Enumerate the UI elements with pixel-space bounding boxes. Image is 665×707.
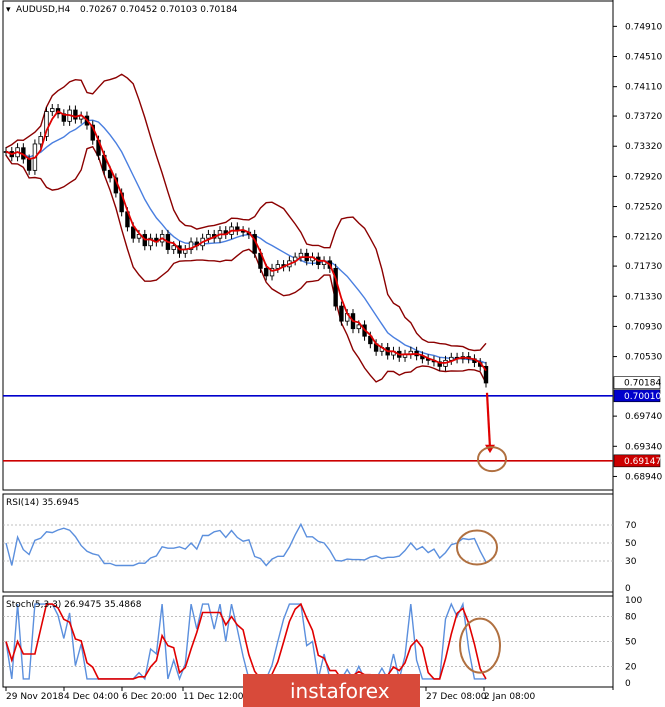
stoch-tick-label: 50: [625, 638, 637, 648]
price-tag-label: 0.69147: [624, 457, 661, 467]
candle-body: [483, 365, 489, 384]
price-tag: [613, 389, 661, 403]
price-tick-label: 0.72920: [625, 172, 662, 182]
candle-body: [269, 267, 275, 277]
rsi-tick-label: 0: [625, 584, 631, 594]
candle-body: [356, 324, 361, 330]
price-tag: [613, 376, 661, 389]
stoch-highlight-circle: [459, 617, 501, 674]
candle-body: [44, 111, 49, 137]
price-tick-label: 0.72120: [625, 233, 662, 243]
price-tick-label: 0.68940: [625, 472, 662, 482]
candle-body: [188, 241, 194, 250]
stoch-tick-label: 100: [625, 596, 642, 606]
main-panel-frame: [2, 0, 614, 491]
candle-body: [206, 234, 211, 239]
candle-body: [275, 264, 281, 269]
rsi-tick-label: 70: [625, 521, 637, 531]
price-tag-label: 0.70010: [624, 392, 661, 402]
candle-body: [73, 109, 78, 120]
ma-fast-line: [5, 110, 487, 372]
stoch-tick-label: 20: [625, 662, 637, 672]
price-tick-label: 0.69340: [625, 442, 662, 452]
rsi-tick-label: 50: [625, 539, 637, 549]
time-axis-label: 4 Dec 04:00: [64, 692, 119, 702]
stoch-k-line: [5, 601, 486, 682]
price-tag-label: 0.70184: [624, 379, 661, 389]
rsi-highlight-circle: [456, 529, 498, 566]
stoch-tick-label: 80: [625, 613, 637, 623]
price-tick-label: 0.74910: [625, 22, 662, 32]
watermark-banner: [243, 674, 420, 707]
time-axis-label: 29 Nov 2018: [6, 692, 64, 702]
price-tick-label: 0.72520: [625, 203, 662, 213]
candle-body: [50, 108, 55, 112]
price-tick-label: 0.74510: [625, 53, 662, 63]
price-tick-label: 0.69740: [625, 412, 662, 422]
candle-body: [38, 136, 43, 145]
stoch-d-line: [5, 602, 487, 680]
price-tick-label: 0.70930: [625, 322, 662, 332]
chart-ohlc: 0.70267 0.70452 0.70103 0.70184: [80, 5, 238, 15]
target-circle: [477, 446, 507, 473]
time-axis-label: 6 Dec 20:00: [122, 692, 177, 702]
bollinger-upper-line: [5, 73, 487, 352]
candle-body: [148, 237, 153, 247]
time-axis-label: 27 Dec 08:00: [426, 692, 487, 702]
rsi-line: [5, 522, 487, 567]
chart-symbol: AUDUSD,H4: [16, 5, 71, 15]
candle-body: [171, 245, 176, 250]
candle-body: [264, 267, 269, 277]
rsi-label: RSI(14) 35.6945: [6, 498, 79, 508]
time-axis-label: 2 Jan 08:00: [484, 692, 536, 702]
forecast-arrow: [485, 392, 492, 448]
price-tick-label: 0.71330: [625, 292, 662, 302]
bollinger-lower-line: [5, 145, 487, 384]
candle-body: [26, 158, 32, 171]
rsi-tick-label: 30: [625, 557, 637, 567]
watermark-logo: instaforex: [290, 679, 390, 703]
candle-body: [107, 169, 113, 179]
candle-body: [437, 361, 442, 367]
price-tick-label: 0.71730: [625, 262, 662, 272]
ma-slow-line: [5, 119, 487, 364]
stoch-tick-label: 0: [625, 679, 631, 689]
time-axis-label: 11 Dec 12:00: [183, 692, 244, 702]
price-tag: [613, 454, 661, 468]
stoch-label: Stoch(5,3,3) 26.9475 35.4868: [6, 600, 142, 610]
candle-body: [339, 305, 344, 322]
chart-dropdown-icon[interactable]: ▾: [6, 5, 11, 15]
price-tick-label: 0.74110: [625, 83, 662, 93]
price-tick-label: 0.73720: [625, 112, 662, 122]
price-tick-label: 0.70530: [625, 353, 662, 363]
price-tick-label: 0.73320: [625, 142, 662, 152]
